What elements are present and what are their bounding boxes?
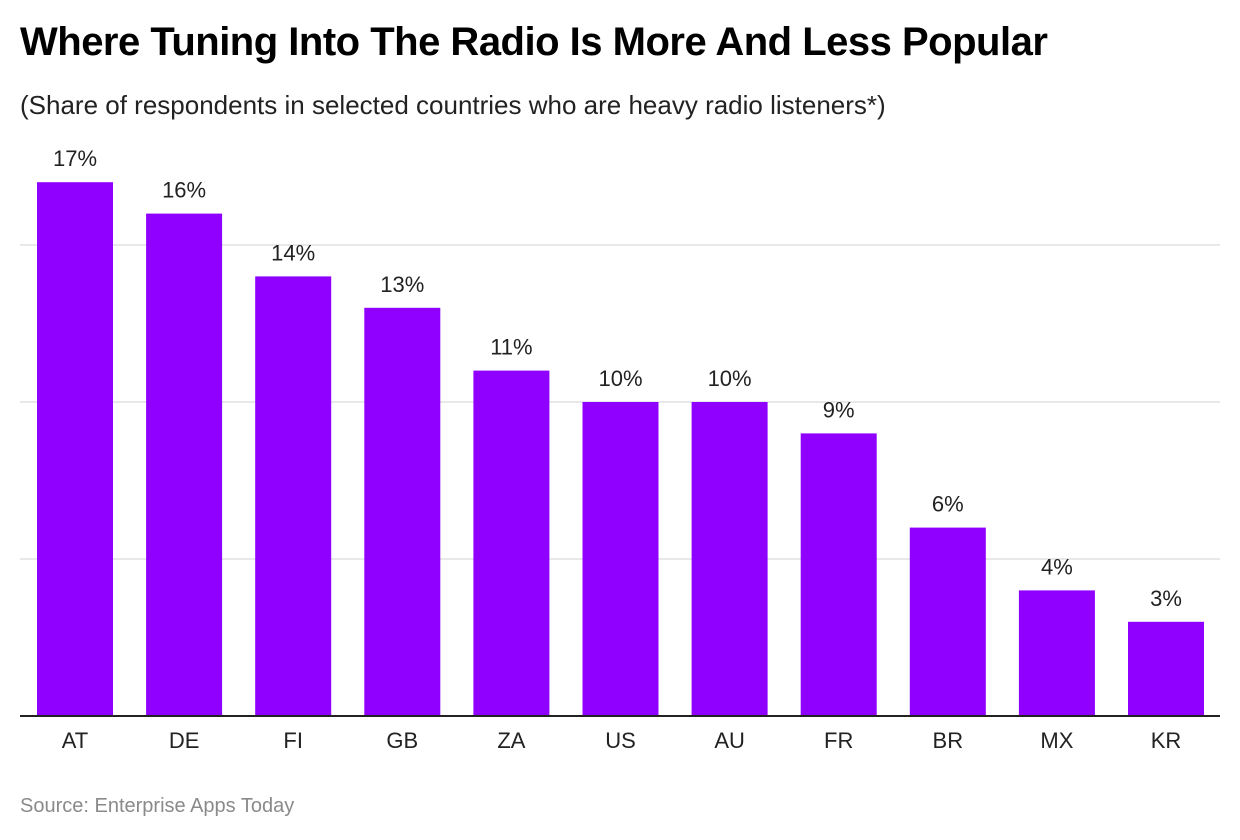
value-label-za: 11%	[490, 335, 532, 360]
value-label-de: 16%	[162, 178, 206, 203]
bar-fi	[255, 276, 332, 716]
bars	[37, 182, 1204, 716]
category-label-at: AT	[62, 728, 88, 753]
category-label-mx: MX	[1040, 728, 1073, 753]
category-label-us: US	[605, 728, 636, 753]
value-label-at: 17%	[53, 146, 97, 171]
category-labels: AT DE FI GB ZA US AU FR BR MX KR	[62, 728, 1182, 753]
bar-za	[473, 370, 550, 716]
bar-fr	[800, 433, 877, 716]
value-label-gb: 13%	[380, 272, 424, 297]
value-label-us: 10%	[598, 366, 642, 391]
category-label-de: DE	[169, 728, 200, 753]
value-label-mx: 4%	[1041, 554, 1073, 579]
value-label-kr: 3%	[1150, 586, 1182, 611]
bar-mx	[1018, 590, 1095, 716]
bar-us	[582, 402, 659, 716]
chart-title: Where Tuning Into The Radio Is More And …	[20, 20, 1048, 64]
bar-kr	[1128, 621, 1204, 716]
value-label-fi: 14%	[271, 240, 315, 265]
category-label-br: BR	[933, 728, 964, 753]
value-labels: 17% 16% 14% 13% 11% 10% 10% 9% 6% 4% 3%	[53, 146, 1182, 611]
bar-au	[691, 402, 768, 716]
category-label-fi: FI	[283, 728, 303, 753]
bar-at	[37, 182, 113, 716]
bar-br	[909, 527, 986, 716]
value-label-fr: 9%	[823, 397, 855, 422]
bar-de	[146, 213, 223, 716]
source-note: Source: Enterprise Apps Today	[20, 795, 295, 817]
value-label-au: 10%	[708, 366, 752, 391]
category-label-za: ZA	[497, 728, 525, 753]
value-label-br: 6%	[932, 492, 964, 517]
category-label-fr: FR	[824, 728, 853, 753]
chart-subtitle: (Share of respondents in selected countr…	[20, 90, 886, 120]
bar-gb	[364, 307, 441, 716]
category-label-gb: GB	[386, 728, 418, 753]
category-label-au: AU	[714, 728, 745, 753]
category-label-kr: KR	[1151, 728, 1182, 753]
